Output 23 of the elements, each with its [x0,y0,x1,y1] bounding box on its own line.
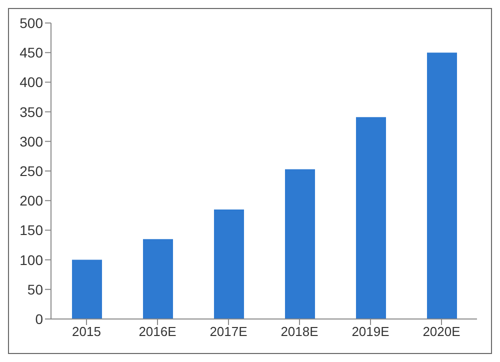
x-tick-label: 2015 [72,324,101,340]
y-tick-label: 500 [20,14,44,31]
y-tick-label: 0 [35,310,44,327]
bar [143,239,173,319]
bar [214,209,244,319]
bar [427,52,457,319]
y-tick-label: 150 [20,222,44,238]
x-tick-label: 2017E [210,324,248,340]
y-tick-label: 300 [20,133,44,150]
y-tick-label: 350 [20,104,44,120]
x-tick-label: 2016E [138,324,177,340]
y-tick-label: 400 [20,74,44,90]
x-tick-label: 2018E [280,324,319,340]
x-tick-label: 2019E [352,324,390,340]
y-tick-label: 100 [20,252,44,268]
y-tick-label: 450 [20,44,44,61]
bar [285,169,315,319]
bar [356,117,386,319]
y-tick-label: 50 [27,281,44,298]
bar [72,260,102,319]
y-tick-label: 200 [20,192,44,209]
y-tick-label: 250 [20,162,44,179]
x-tick-label: 2020E [422,324,461,340]
